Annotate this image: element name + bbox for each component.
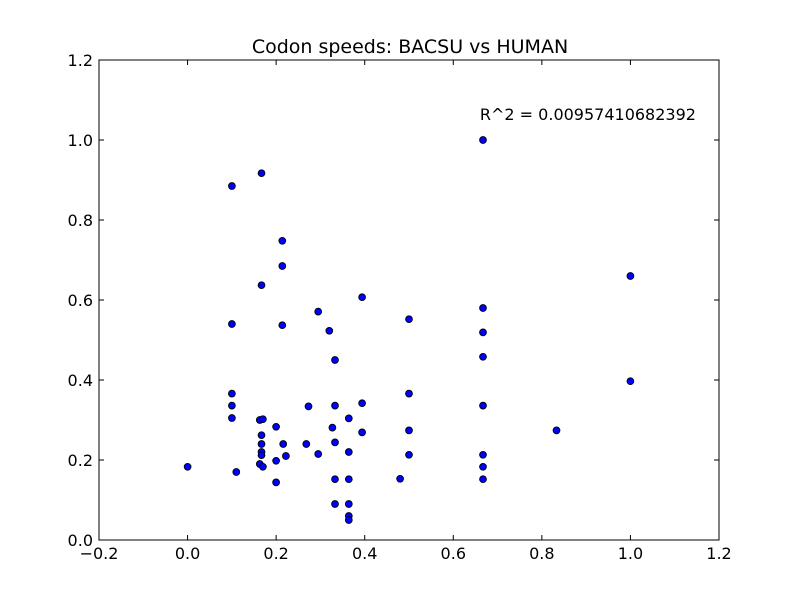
data-point [272,422,280,431]
data-point [626,272,635,280]
chart-title: Codon speeds: BACSU vs HUMAN [252,36,568,58]
data-point [479,352,487,361]
data-point [278,262,287,270]
data-point [331,500,339,508]
data-point [626,377,635,386]
data-point [358,428,366,437]
data-point [272,478,280,487]
y-tick-label: 0.8 [68,211,93,230]
data-point [228,182,236,190]
data-point [257,169,266,178]
data-point [279,440,288,448]
data-point [232,468,241,476]
points-layer [183,136,635,524]
data-point [228,414,236,422]
data-point [257,431,266,440]
data-point [257,451,266,460]
data-point [405,389,413,398]
x-tick-label: −0.2 [80,544,119,563]
data-point [331,438,339,447]
data-point [302,440,311,448]
data-point [344,448,353,456]
data-point [358,293,366,302]
data-point [405,315,413,324]
data-point [344,500,353,508]
data-point [552,426,561,435]
data-point [278,236,287,245]
data-point [331,475,339,484]
x-tick-label: 0.4 [352,544,377,563]
data-point [479,475,487,484]
data-point [405,426,413,435]
data-point [479,136,487,144]
data-point [257,440,266,448]
x-tick-label: 0.6 [441,544,466,563]
x-tick-label: 0.2 [263,544,288,563]
x-tick-label: 0.8 [529,544,554,563]
x-tick-label: 1.2 [706,544,731,563]
data-point [331,356,339,364]
x-tick-label: 1.0 [618,544,643,563]
y-tick-label: 1.0 [68,131,93,150]
data-point [344,414,353,423]
x-tick-label: 0.0 [175,544,200,563]
data-point [479,401,487,410]
data-point [479,328,487,337]
data-point [328,423,337,432]
data-point [344,475,353,484]
y-axis: 0.0 0.2 0.4 0.6 0.8 1.0 1.2 [68,51,719,550]
data-point [272,456,280,465]
data-point [479,304,487,312]
y-tick-label: 0.6 [68,291,93,310]
data-point [278,321,287,330]
r-squared-annotation: R^2 = 0.00957410682392 [480,105,696,124]
y-tick-label: 0.0 [68,531,93,550]
data-point [228,320,236,328]
data-point [228,401,236,410]
data-point [325,326,334,335]
data-point [257,281,266,290]
data-point [405,450,413,459]
plot-area-frame [98,59,720,541]
data-point [259,415,267,424]
data-point [314,307,323,316]
data-point [358,399,366,408]
data-point [282,452,290,460]
data-point [331,401,339,410]
data-point [259,462,267,471]
y-tick-label: 1.2 [68,51,93,70]
y-tick-label: 0.4 [68,371,93,390]
data-point [183,462,192,471]
data-point [479,462,487,471]
data-point [314,450,323,458]
y-tick-label: 0.2 [68,451,93,470]
data-point [228,389,236,398]
data-point [304,402,313,411]
x-axis: −0.2 0.0 0.2 0.4 0.6 0.8 1.0 1.2 [80,60,732,563]
data-point [479,450,487,459]
data-point [396,474,404,483]
data-point [344,516,353,524]
